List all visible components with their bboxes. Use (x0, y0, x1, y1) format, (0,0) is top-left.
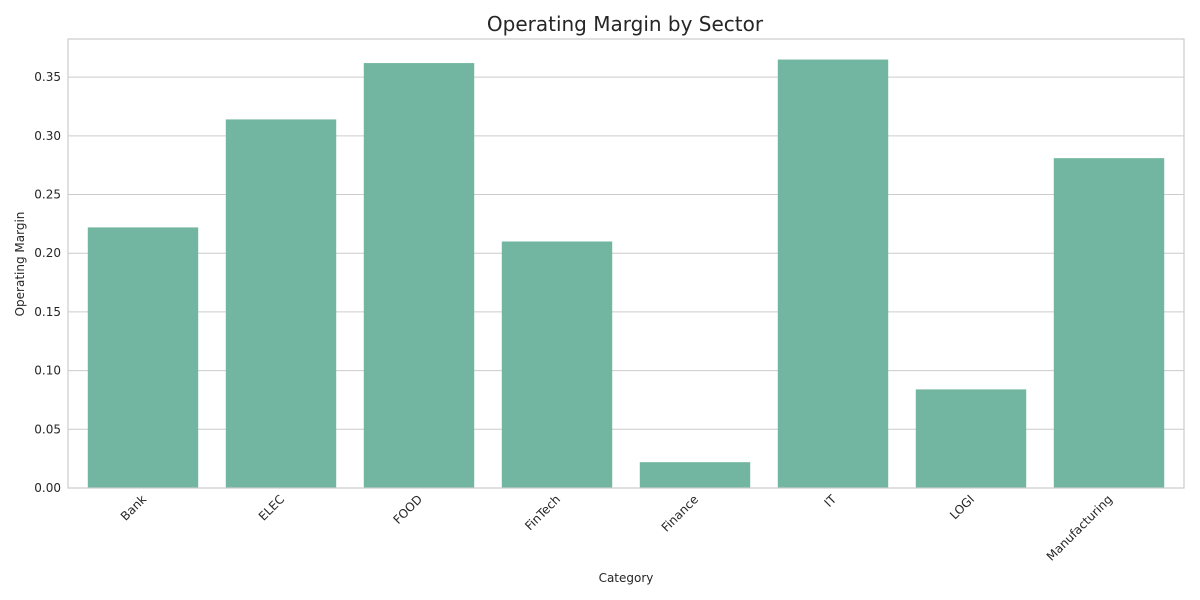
x-axis-label: Category (599, 571, 654, 585)
y-tick-labels: 0.00 0.05 0.10 0.15 0.20 0.25 0.30 0.35 (34, 70, 61, 495)
plot-frame (67, 38, 1185, 489)
y-tick-label: 0.30 (34, 129, 61, 143)
bar-fintech (501, 241, 613, 488)
y-tick-label: 0.10 (34, 364, 61, 378)
bar-elec (225, 119, 337, 488)
x-tick-label: LOGI (947, 492, 977, 522)
y-tick-label: 0.25 (34, 188, 61, 202)
x-tick-label: FinTech (522, 492, 563, 533)
y-tick-label: 0.05 (34, 422, 61, 436)
y-tick-label: 0.15 (34, 305, 61, 319)
chart-title: Operating Margin by Sector (487, 12, 764, 36)
y-axis-label: Operating Margin (13, 212, 27, 317)
x-tick-label: Finance (659, 492, 701, 534)
bar-it (777, 59, 889, 489)
y-tick-label: 0.20 (34, 246, 61, 260)
x-tick-label: Bank (118, 492, 149, 523)
x-tick-labels: Bank ELEC FOOD FinTech Finance IT LOGI Manufact… (118, 492, 1115, 564)
y-tick-label: 0.00 (34, 481, 61, 495)
y-tick-label: 0.35 (34, 70, 61, 84)
bars (87, 59, 1165, 489)
x-tick-label: ELEC (256, 492, 287, 523)
bar-bank (87, 227, 199, 488)
x-tick-label: Manufacturing (1044, 492, 1115, 563)
x-tick-label: FOOD (390, 492, 425, 527)
bar-food (363, 63, 475, 488)
x-tick-label: IT (822, 492, 840, 510)
bar-finance (639, 462, 751, 488)
bar-manufacturing (1053, 158, 1165, 488)
bar-logi (915, 389, 1027, 488)
